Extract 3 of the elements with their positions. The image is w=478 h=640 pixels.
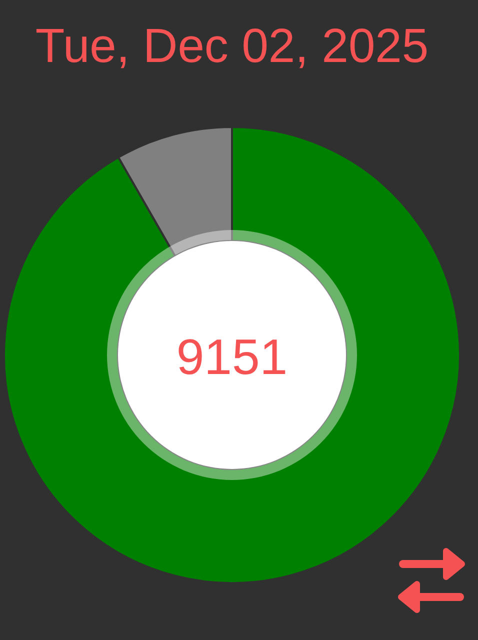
text: 9151: [176, 329, 288, 385]
chart-title: Tue, Dec 02, 2025: [35, 20, 429, 73]
donut-slice: [3, 126, 461, 584]
